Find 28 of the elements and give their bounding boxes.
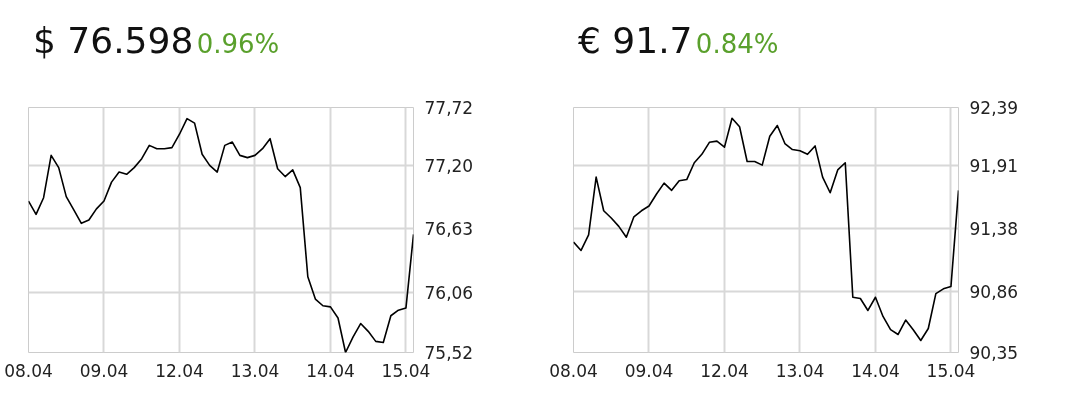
y-tick-label: 76,63 <box>424 219 474 240</box>
y-tick-label: 77,72 <box>424 98 474 118</box>
chart-subtitle: 0.84% <box>695 29 779 59</box>
line-series <box>28 117 414 353</box>
x-tick-label: 15.04 <box>381 360 431 381</box>
x-tick-label: 09.04 <box>624 360 674 381</box>
y-tick-label: 90,86 <box>969 281 1019 302</box>
y-tick-label: 92,39 <box>969 98 1019 118</box>
y-tick-label: 77,20 <box>424 155 474 176</box>
x-tick-label: 14.04 <box>851 360 900 381</box>
x-tick-label: 14.04 <box>306 360 355 381</box>
chart-title: $ 76.598 <box>33 20 194 61</box>
x-tick-label: 08.04 <box>4 360 53 381</box>
x-tick-label: 12.04 <box>700 360 749 381</box>
y-tick-label: 90,35 <box>969 343 1019 363</box>
x-tick-label: 08.04 <box>549 360 598 381</box>
x-tick-label: 13.04 <box>230 360 280 381</box>
x-tick-label: 15.04 <box>926 360 976 381</box>
line-series <box>573 117 959 342</box>
x-tick-label: 12.04 <box>155 360 204 381</box>
x-tick-label: 09.04 <box>79 360 129 381</box>
chart-title: € 91.7 <box>578 20 693 61</box>
x-tick-label: 13.04 <box>775 360 825 381</box>
y-tick-label: 76,06 <box>424 282 474 303</box>
y-tick-label: 91,91 <box>969 155 1019 176</box>
y-tick-label: 91,38 <box>969 219 1019 240</box>
chart-subtitle: 0.96% <box>196 29 280 59</box>
y-tick-label: 75,52 <box>424 343 474 363</box>
